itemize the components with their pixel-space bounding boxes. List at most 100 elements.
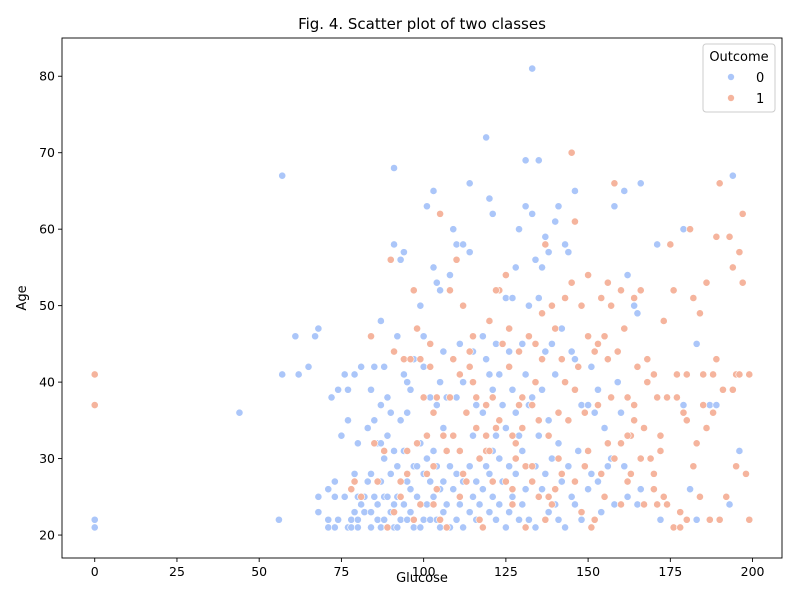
legend-marker-1 [727,94,735,102]
point-outcome-1 [617,286,625,295]
point-outcome-0 [337,431,346,440]
point-outcome-0 [432,401,441,409]
point-outcome-0 [353,523,362,532]
point-outcome-1 [564,416,573,425]
point-outcome-1 [551,485,560,494]
point-outcome-0 [590,408,599,417]
point-outcome-0 [478,332,487,341]
point-outcome-0 [735,447,744,455]
point-outcome-1 [702,278,711,287]
point-outcome-1 [390,508,398,517]
point-outcome-0 [557,324,566,333]
point-outcome-1 [501,477,510,486]
point-outcome-0 [376,523,385,532]
point-outcome-0 [679,225,688,234]
point-outcome-0 [370,492,379,501]
point-outcome-1 [465,347,474,356]
point-outcome-1 [515,347,523,356]
point-outcome-0 [554,439,563,448]
point-outcome-1 [416,500,425,509]
point-outcome-1 [742,469,750,478]
point-outcome-0 [544,508,553,517]
point-outcome-1 [426,362,435,371]
point-outcome-1 [531,378,540,387]
point-outcome-0 [620,187,629,195]
point-outcome-1 [409,286,418,295]
point-outcome-1 [633,362,642,371]
point-outcome-1 [626,469,635,478]
point-outcome-1 [511,439,520,448]
point-outcome-1 [531,339,540,348]
point-outcome-1 [557,355,566,364]
point-outcome-1 [738,278,747,287]
point-outcome-1 [505,324,514,333]
x-tick-label: 125 [494,564,518,579]
legend-marker-0 [727,73,735,81]
point-outcome-1 [525,332,533,341]
legend-label-1: 1 [756,92,764,107]
point-outcome-0 [564,248,573,257]
point-outcome-0 [403,408,412,417]
point-outcome-0 [587,362,596,371]
point-outcome-1 [347,485,356,494]
point-outcome-0 [501,294,510,302]
point-outcome-1 [682,370,691,379]
point-outcome-0 [515,515,523,524]
point-outcome-0 [367,469,375,478]
point-outcome-0 [344,416,352,425]
point-outcome-1 [469,332,477,341]
point-outcome-1 [636,286,645,295]
point-outcome-0 [426,477,435,486]
point-outcome-1 [446,393,454,402]
point-outcome-1 [554,454,563,463]
point-outcome-1 [429,462,438,471]
point-outcome-1 [735,370,744,379]
point-outcome-1 [567,278,576,287]
x-tick-label: 175 [658,564,682,579]
point-outcome-1 [590,347,599,356]
point-outcome-1 [630,416,639,425]
point-outcome-0 [357,500,366,509]
point-outcome-1 [528,462,537,471]
point-outcome-1 [439,431,448,440]
point-outcome-1 [465,362,474,371]
point-outcome-1 [584,447,592,455]
point-outcome-0 [380,454,389,463]
point-outcome-0 [587,469,596,478]
point-outcome-0 [419,362,428,371]
point-outcome-0 [571,187,579,195]
point-outcome-0 [478,485,487,494]
point-outcome-0 [692,515,701,524]
y-axis: 20 30 40 50 60 70 80 [39,69,62,543]
point-outcome-0 [275,515,283,524]
point-outcome-0 [511,469,520,478]
point-outcome-1 [413,324,421,333]
point-outcome-1 [640,424,648,432]
point-outcome-1 [416,355,425,364]
point-outcome-0 [390,500,398,509]
point-outcome-1 [630,401,639,409]
point-outcome-0 [413,492,421,501]
point-outcome-1 [419,393,428,402]
point-outcome-0 [363,424,372,432]
point-outcome-1 [452,255,461,264]
point-outcome-1 [498,339,507,348]
point-outcome-0 [515,431,523,440]
x-tick-label: 150 [576,564,600,579]
point-outcome-0 [521,202,530,211]
point-outcome-1 [571,217,579,226]
points-layer [90,64,754,532]
point-outcome-1 [495,416,504,425]
point-outcome-1 [383,523,392,532]
point-outcome-1 [475,515,484,524]
point-outcome-1 [712,355,721,364]
point-outcome-0 [525,301,533,310]
point-outcome-1 [699,370,708,379]
point-outcome-0 [370,416,379,425]
legend-label-0: 0 [756,71,764,86]
point-outcome-0 [492,431,500,440]
point-outcome-1 [686,225,694,234]
point-outcome-1 [696,492,704,501]
point-outcome-1 [682,416,691,425]
point-outcome-0 [330,492,339,501]
